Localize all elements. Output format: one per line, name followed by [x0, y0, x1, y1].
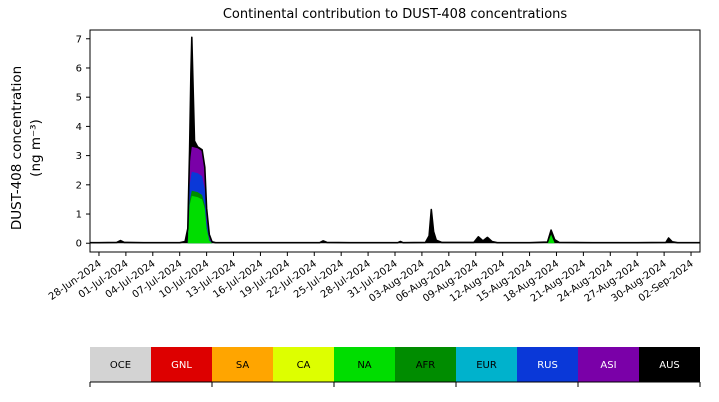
legend-label-rus: RUS — [537, 360, 558, 371]
legend-item-oce — [90, 347, 151, 382]
legend-label-asi: ASI — [600, 360, 616, 371]
legend-label-afr: AFR — [416, 360, 436, 371]
y-tick-label: 2 — [76, 180, 82, 191]
legend-label-sa: SA — [236, 360, 250, 371]
legend-item-sa — [212, 347, 273, 382]
legend-item-eur — [456, 347, 517, 382]
series-total-fill — [90, 37, 700, 244]
plot-frame — [89, 29, 701, 253]
y-tick-label: 4 — [76, 122, 82, 133]
series-na-fill — [187, 195, 555, 244]
series — [90, 36, 700, 244]
y-tick-label: 0 — [76, 239, 82, 250]
axes: 0123456728-Jun-202401-Jul-202404-Jul-202… — [47, 29, 701, 305]
legend-item-na — [334, 347, 395, 382]
legend-item-aus — [639, 347, 700, 382]
series-total-line — [90, 36, 700, 244]
legend-item-asi — [578, 347, 639, 382]
legend-item-afr — [395, 347, 456, 382]
legend-label-ca: CA — [297, 360, 311, 371]
legend-label-na: NA — [357, 360, 371, 371]
legend-label-gnl: GNL — [171, 360, 192, 371]
legend-label-eur: EUR — [476, 360, 497, 371]
y-tick-label: 5 — [76, 93, 82, 104]
legend-label-oce: OCE — [110, 360, 131, 371]
chart-title: Continental contribution to DUST-408 con… — [222, 7, 568, 22]
y-tick-label: 6 — [76, 63, 82, 74]
legend-item-gnl — [151, 347, 212, 382]
y-tick-label: 7 — [76, 34, 82, 45]
y-tick-label: 1 — [76, 210, 82, 221]
legend: OCE GNL SA CA NA AFR EUR RUS ASI AUS — [89, 347, 701, 387]
legend-item-ca — [273, 347, 334, 382]
legend-label-aus: AUS — [659, 360, 680, 371]
y-tick-label: 3 — [76, 151, 82, 162]
legend-item-rus — [517, 347, 578, 382]
